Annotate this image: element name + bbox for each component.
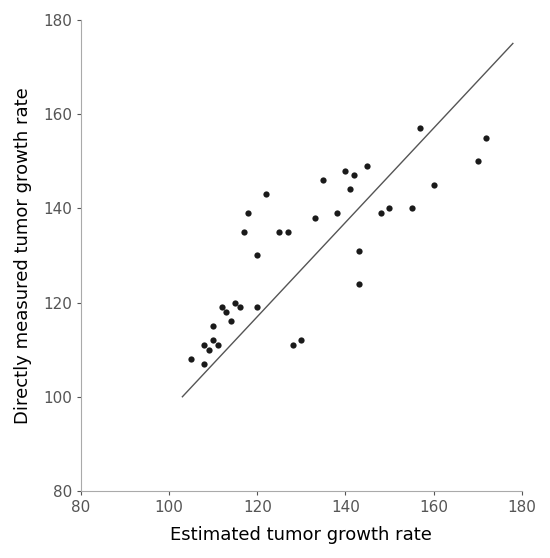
Point xyxy=(262,190,271,199)
Point xyxy=(200,359,209,368)
Point xyxy=(416,124,425,133)
Point xyxy=(473,157,482,166)
Point xyxy=(275,228,284,237)
Point xyxy=(205,345,213,354)
Point xyxy=(235,303,244,312)
Point xyxy=(310,213,319,222)
Point xyxy=(209,336,218,345)
Point xyxy=(482,133,491,142)
Point xyxy=(240,228,249,237)
Y-axis label: Directly measured tumor growth rate: Directly measured tumor growth rate xyxy=(14,87,32,424)
Point xyxy=(218,303,227,312)
Point xyxy=(222,307,231,316)
Point xyxy=(288,340,297,349)
Point xyxy=(244,209,253,218)
Point xyxy=(376,209,385,218)
Point xyxy=(350,171,359,180)
Point xyxy=(231,298,240,307)
Point xyxy=(407,204,416,213)
Point xyxy=(284,228,293,237)
X-axis label: Estimated tumor growth rate: Estimated tumor growth rate xyxy=(170,526,432,544)
Point xyxy=(385,204,394,213)
Point xyxy=(354,279,363,288)
Point xyxy=(209,321,218,330)
Point xyxy=(200,340,209,349)
Point xyxy=(363,161,372,170)
Point xyxy=(253,251,262,260)
Point xyxy=(341,166,350,175)
Point xyxy=(354,246,363,255)
Point xyxy=(213,340,222,349)
Point xyxy=(253,303,262,312)
Point xyxy=(429,180,438,189)
Point xyxy=(227,317,235,326)
Point xyxy=(187,354,196,363)
Point xyxy=(319,176,328,185)
Point xyxy=(332,209,341,218)
Point xyxy=(297,336,306,345)
Point xyxy=(345,185,354,194)
